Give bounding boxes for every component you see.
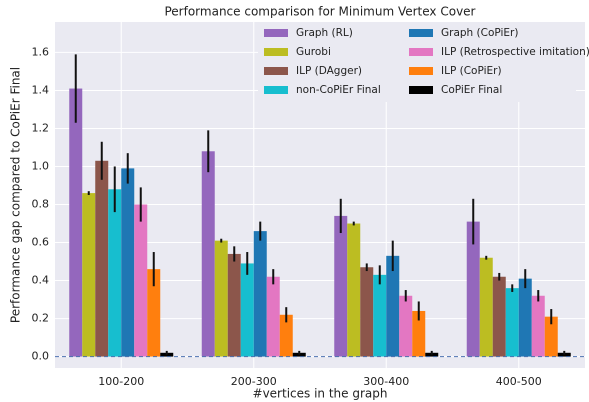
x-tick-label: 100-200 xyxy=(98,375,144,388)
bar xyxy=(82,193,96,357)
legend: Graph (RL) Gurobi ILP (DAgger) non-CoPiEr F… xyxy=(258,22,589,102)
legend-swatch xyxy=(409,67,433,75)
legend-swatch xyxy=(409,48,433,56)
bar xyxy=(373,274,387,357)
bar xyxy=(108,189,122,357)
bar xyxy=(279,314,293,357)
bar xyxy=(69,88,83,357)
legend-label: Gurobi xyxy=(296,46,331,58)
legend-swatch xyxy=(264,29,288,37)
y-tick-label: 1.2 xyxy=(32,121,50,134)
bar xyxy=(134,204,148,357)
bar xyxy=(253,231,267,357)
bar xyxy=(266,276,280,357)
legend-swatch xyxy=(264,86,288,94)
bar xyxy=(518,278,532,357)
bar xyxy=(466,221,480,357)
bar xyxy=(347,223,361,357)
bar xyxy=(492,276,506,357)
chart-title: Performance comparison for Minimum Verte… xyxy=(164,5,475,19)
bar xyxy=(412,310,426,357)
bar xyxy=(240,263,254,357)
legend-swatch xyxy=(264,48,288,56)
bar xyxy=(214,240,228,357)
bar xyxy=(479,257,493,357)
bar xyxy=(121,168,135,357)
y-tick-label: 1.6 xyxy=(32,45,50,58)
legend-label: ILP (DAgger) xyxy=(296,65,362,77)
bar xyxy=(360,267,374,357)
y-tick-label: 0.2 xyxy=(32,312,50,325)
bar xyxy=(505,288,519,357)
legend-label: ILP (CoPiEr) xyxy=(441,65,502,77)
legend-label: Graph (CoPiEr) xyxy=(441,27,518,39)
legend-label: non-CoPiEr Final xyxy=(296,84,381,96)
legend-label: ILP (Retrospective imitation) xyxy=(441,46,589,58)
y-tick-label: 1.4 xyxy=(32,83,50,96)
x-tick-label: 200-300 xyxy=(231,375,277,388)
legend-box xyxy=(258,22,576,102)
bar xyxy=(399,295,413,357)
legend-label: CoPiEr Final xyxy=(441,84,502,96)
bar xyxy=(147,269,161,357)
y-tick-label: 1.0 xyxy=(32,159,50,172)
bar xyxy=(544,316,558,357)
bar xyxy=(227,253,241,357)
bar xyxy=(531,295,545,357)
legend-label: Graph (RL) xyxy=(296,27,353,39)
y-tick-label: 0.4 xyxy=(32,274,50,287)
legend-swatch xyxy=(409,29,433,37)
x-axis-label: #vertices in the graph xyxy=(253,387,388,401)
x-tick-label: 300-400 xyxy=(363,375,409,388)
bar xyxy=(201,151,215,357)
legend-swatch xyxy=(264,67,288,75)
y-tick-label: 0.8 xyxy=(32,198,50,211)
y-tick-label: 0.0 xyxy=(32,350,50,363)
y-tick-label: 0.6 xyxy=(32,236,50,249)
y-axis-label: Performance gap compared to CoPiEr Final xyxy=(9,67,23,323)
x-tick-label: 400-500 xyxy=(496,375,542,388)
bar xyxy=(334,215,348,357)
legend-swatch xyxy=(409,86,433,94)
bar xyxy=(386,255,400,357)
bar xyxy=(95,160,109,357)
